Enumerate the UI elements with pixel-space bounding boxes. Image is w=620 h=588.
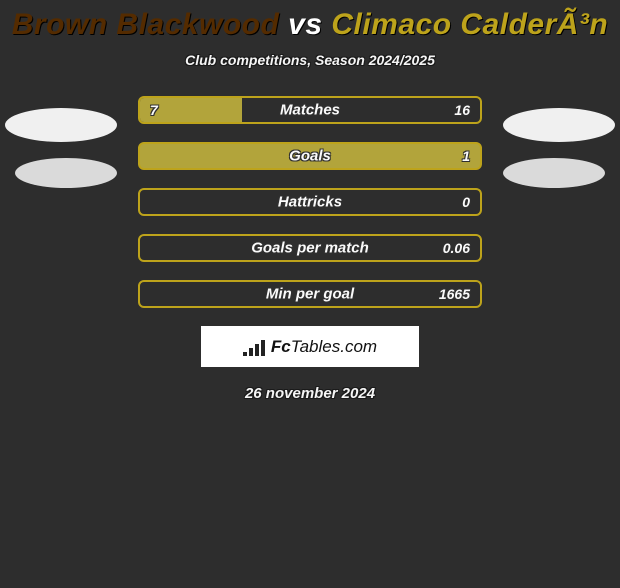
stat-rows: Matches716 Goals1 Hattricks0 Goals per matc… [138, 96, 482, 308]
stat-row: Matches716 [138, 96, 482, 124]
logo-text: FcTables.com [271, 337, 377, 357]
stat-row: Hattricks0 [138, 188, 482, 216]
comparison-title: Brown Blackwood vs Climaco CalderÃ³n [0, 8, 620, 42]
stat-label: Hattricks [140, 194, 480, 211]
player2-name: Climaco CalderÃ³n [331, 8, 608, 41]
avatar-player2-shadow [503, 158, 605, 188]
stat-label: Min per goal [140, 286, 480, 303]
stat-value-right: 0.06 [443, 240, 470, 256]
avatar-player2 [503, 108, 615, 142]
stat-value-right: 16 [454, 102, 470, 118]
stat-row: Goals per match0.06 [138, 234, 482, 262]
stat-value-right: 1665 [439, 286, 470, 302]
stat-value-right: 0 [462, 194, 470, 210]
logo-bars-icon [243, 338, 265, 356]
stat-value-right: 1 [462, 148, 470, 164]
stat-label: Goals per match [140, 240, 480, 257]
stat-fill [140, 98, 242, 122]
season-subtitle: Club competitions, Season 2024/2025 [0, 52, 620, 68]
avatar-player1 [5, 108, 117, 142]
fctables-logo: FcTables.com [201, 326, 419, 367]
comparison-chart: Matches716 Goals1 Hattricks0 Goals per matc… [0, 96, 620, 308]
snapshot-date: 26 november 2024 [0, 385, 620, 402]
vs-separator: vs [279, 8, 331, 41]
stat-row: Min per goal1665 [138, 280, 482, 308]
stat-row: Goals1 [138, 142, 482, 170]
stat-label: Goals [140, 148, 480, 165]
avatar-player1-shadow [15, 158, 117, 188]
player1-name: Brown Blackwood [12, 8, 280, 41]
